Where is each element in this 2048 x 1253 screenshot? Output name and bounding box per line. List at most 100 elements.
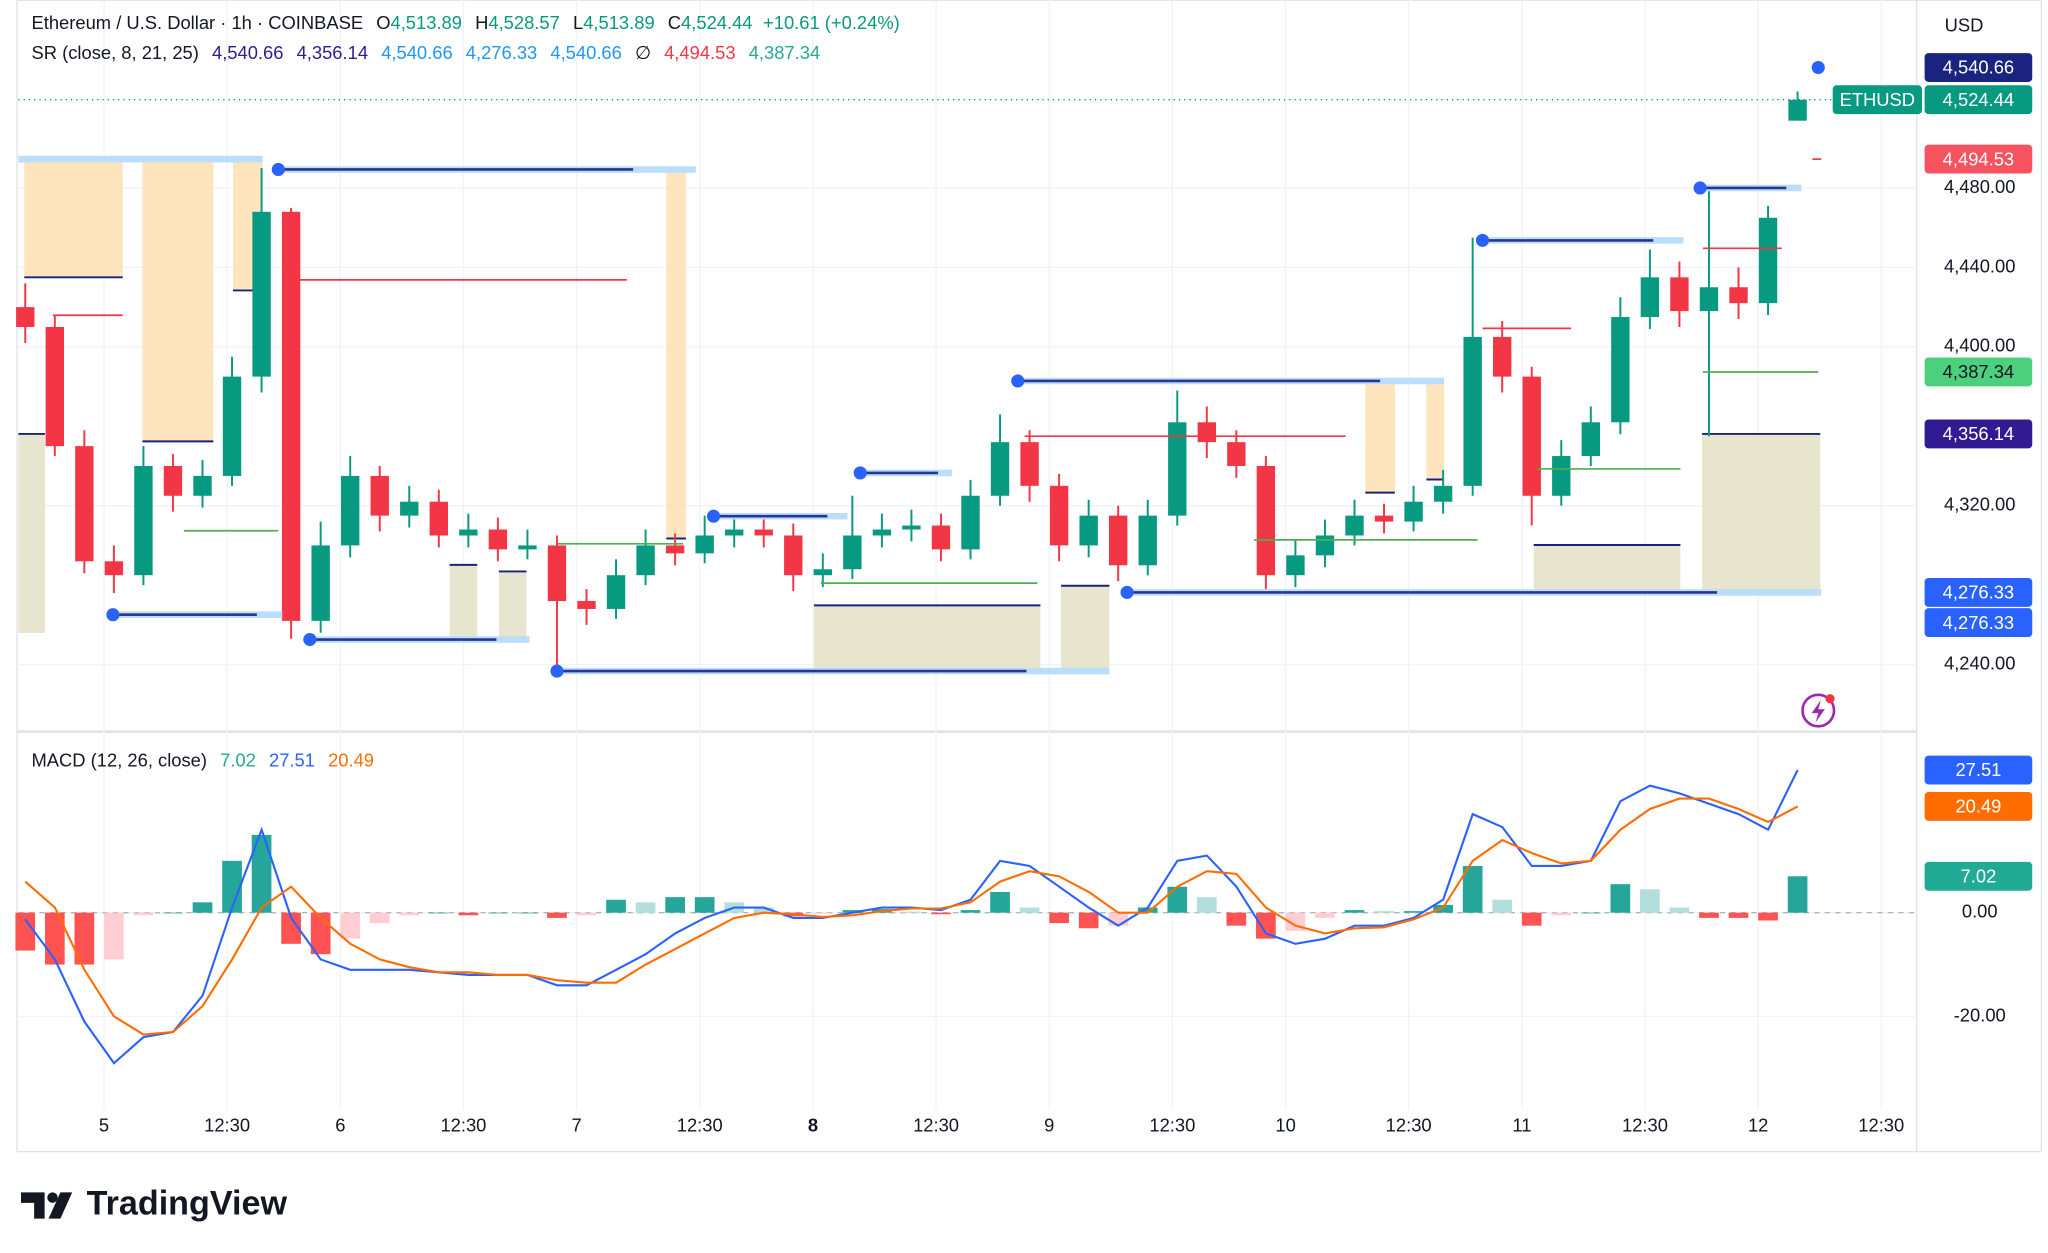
candle-body <box>872 529 892 536</box>
sr-zone <box>813 605 1041 672</box>
x-tick-label: 12:30 <box>204 1115 250 1136</box>
sr-zone <box>18 433 45 633</box>
candle-body <box>902 525 921 530</box>
sr-zone <box>24 159 123 278</box>
candle-body <box>784 535 803 576</box>
candle-body <box>222 376 242 476</box>
indicator-value: 4,494.53 <box>664 42 735 63</box>
ohlc-value: 4,513.89 <box>391 12 462 33</box>
sr-level-dot <box>1011 374 1025 388</box>
sr-zone <box>449 564 478 640</box>
histogram-bar <box>133 912 154 916</box>
histogram-bar <box>458 912 479 916</box>
candle-body <box>311 545 330 621</box>
candle-body <box>75 446 94 562</box>
y-tick-label: 4,480.00 <box>1944 176 2015 197</box>
candle-body <box>931 525 951 550</box>
histogram-bar <box>1433 904 1453 913</box>
histogram-bar <box>369 912 390 924</box>
x-tick-label: 12:30 <box>677 1115 723 1136</box>
sr-zone <box>1702 433 1821 593</box>
histogram-bar <box>1374 911 1394 913</box>
y-tick-label: 4,440.00 <box>1944 255 2015 276</box>
histogram-bar <box>1344 910 1365 913</box>
ohlc-value: 4,513.89 <box>583 12 654 33</box>
candle-body <box>1670 277 1689 312</box>
candle-body <box>1256 465 1276 576</box>
candle-body <box>1049 485 1069 546</box>
symbol-title: Ethereum / U.S. Dollar · 1h · COINBASE <box>32 12 364 33</box>
sr-level-dot <box>271 162 285 177</box>
icon-dot <box>1825 694 1835 704</box>
histogram-bar <box>1610 884 1631 913</box>
histogram-bar <box>222 860 242 913</box>
symbol-tag <box>1832 85 1922 115</box>
price-badge <box>1924 144 2033 174</box>
y-tick-label: 4,240.00 <box>1944 652 2015 673</box>
price-badge <box>1924 608 2033 638</box>
sr-level-dot <box>303 632 317 647</box>
candle-body <box>1581 422 1600 457</box>
candle-body <box>45 326 64 447</box>
candle-body <box>459 529 478 536</box>
histogram-bar <box>1669 907 1690 913</box>
x-tick-label: 12:30 <box>1622 1115 1668 1136</box>
histogram-bar <box>517 912 538 914</box>
x-tick-label: 9 <box>1044 1115 1054 1136</box>
candle-body <box>1315 535 1335 556</box>
candle-body <box>1433 485 1453 502</box>
histogram-bar <box>251 834 272 913</box>
candle-body <box>1522 376 1541 496</box>
histogram-bar <box>1580 912 1601 914</box>
x-tick-label: 6 <box>335 1115 345 1136</box>
macd-line <box>24 797 1799 1036</box>
candle-body <box>429 501 448 536</box>
sr-zone <box>1061 585 1110 672</box>
indicator-value: 20.49 <box>328 750 374 771</box>
indicator-title: MACD (12, 26, close) <box>32 750 208 771</box>
histogram-bar <box>1137 907 1158 913</box>
price-badge <box>1924 53 2033 82</box>
price-badge <box>1924 755 2033 785</box>
price-badge-label: 7.02 <box>1961 865 1997 886</box>
x-tick-label: 12:30 <box>440 1115 486 1136</box>
candle-body <box>1138 515 1157 566</box>
sr-zone <box>142 159 214 442</box>
histogram-bar <box>665 897 685 913</box>
x-tick-label: 8 <box>808 1115 818 1136</box>
candle-body <box>488 529 508 550</box>
histogram-bar <box>753 907 774 913</box>
histogram-bar <box>399 912 420 916</box>
alert-icon <box>1801 693 1836 728</box>
x-tick-label: 12:30 <box>1149 1115 1195 1136</box>
x-tick-label: 12 <box>1748 1115 1768 1136</box>
x-tick-label: 12:30 <box>1858 1115 1904 1136</box>
sr-zone <box>666 169 686 539</box>
candle-body <box>1463 336 1482 486</box>
sr-level-dot <box>853 466 867 480</box>
histogram-bar <box>576 912 597 916</box>
ohlc-value: 4,524.44 <box>681 12 752 33</box>
price-badge-label: 20.49 <box>1955 796 2001 817</box>
candle-body <box>961 495 980 550</box>
candle-body <box>547 545 567 602</box>
change-value: +10.61 (+0.24%) <box>763 12 900 33</box>
candle-body <box>104 561 124 576</box>
histogram-bar <box>931 912 951 915</box>
indicator-value: ∅ <box>635 42 651 63</box>
ohlc-value: 4,528.57 <box>488 12 559 33</box>
candle-body <box>1345 515 1364 536</box>
sr-level-dot <box>1120 585 1134 599</box>
histogram-bar <box>340 912 361 939</box>
histogram-bar <box>1049 912 1069 924</box>
sr-level-dot <box>106 608 120 622</box>
histogram-bar <box>1551 912 1572 916</box>
indicator-value: 4,540.66 <box>550 42 621 63</box>
indicator-value: 4,387.34 <box>749 42 820 63</box>
candle-body <box>1197 422 1216 443</box>
histogram-bar <box>488 912 508 914</box>
candle-body <box>636 545 655 576</box>
histogram-bar <box>192 902 213 913</box>
sr-zone <box>1365 380 1395 493</box>
